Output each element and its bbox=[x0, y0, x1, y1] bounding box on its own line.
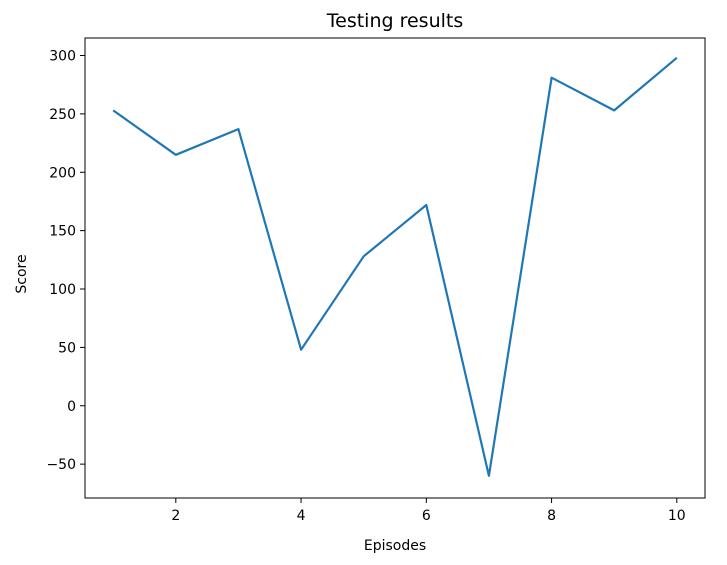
y-axis-label: Score bbox=[14, 254, 30, 293]
plot-area: 2 4 6 8 10 −50 0 50 100 150 200 250 300 bbox=[46, 38, 705, 524]
x-tick-label: 10 bbox=[668, 508, 686, 524]
x-tick-label: 2 bbox=[171, 508, 180, 524]
y-tick-label: 300 bbox=[49, 49, 76, 65]
score-line bbox=[113, 58, 677, 476]
y-tick-label: 200 bbox=[49, 165, 76, 181]
y-tick-label: 50 bbox=[58, 340, 76, 356]
chart-title: Testing results bbox=[326, 10, 464, 32]
y-tick-label: 250 bbox=[49, 107, 76, 123]
x-tick-label: 4 bbox=[297, 508, 306, 524]
x-tick-label: 6 bbox=[422, 508, 431, 524]
y-tick-label: −50 bbox=[46, 457, 76, 473]
plot-frame bbox=[85, 38, 705, 498]
x-tick-label: 8 bbox=[547, 508, 556, 524]
y-tick-label: 0 bbox=[67, 399, 76, 415]
y-tick-label: 150 bbox=[49, 224, 76, 240]
x-axis-label: Episodes bbox=[364, 538, 426, 554]
y-tick-label: 100 bbox=[49, 282, 76, 298]
